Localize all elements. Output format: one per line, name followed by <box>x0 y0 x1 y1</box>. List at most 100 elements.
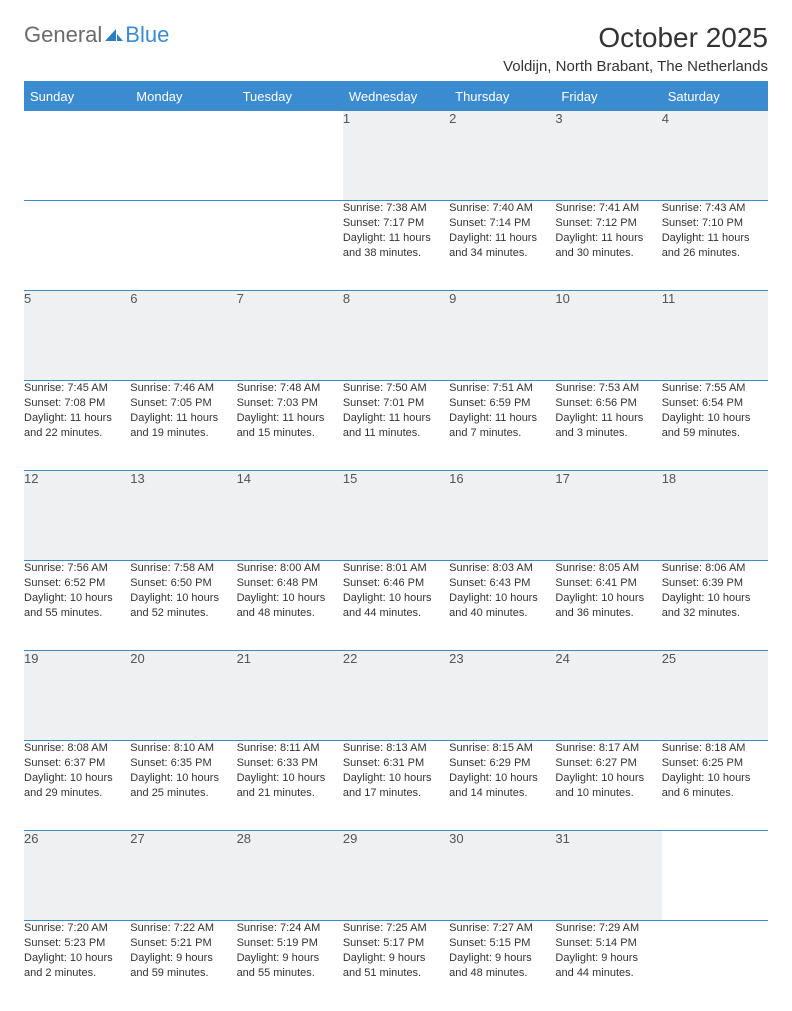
day-number-cell: 4 <box>662 111 768 201</box>
daylight-line-1: Daylight: 11 hours <box>555 411 661 426</box>
header: General Blue October 2025 Voldijn, North… <box>24 22 768 75</box>
info-row: Sunrise: 7:20 AMSunset: 5:23 PMDaylight:… <box>24 921 768 1011</box>
sunset-line: Sunset: 6:56 PM <box>555 396 661 411</box>
daylight-line-1: Daylight: 10 hours <box>555 591 661 606</box>
weekday-header: Monday <box>130 82 236 111</box>
day-info-cell <box>662 921 768 1011</box>
daylight-line-1: Daylight: 10 hours <box>343 591 449 606</box>
day-number-cell: 13 <box>130 471 236 561</box>
daylight-line-1: Daylight: 10 hours <box>555 771 661 786</box>
sunset-line: Sunset: 7:03 PM <box>237 396 343 411</box>
daynum-row: 262728293031 <box>24 831 768 921</box>
day-number-cell: 20 <box>130 651 236 741</box>
day-number-cell: 25 <box>662 651 768 741</box>
daynum-row: 1234 <box>24 111 768 201</box>
sunset-line: Sunset: 6:50 PM <box>130 576 236 591</box>
daylight-line-2: and 44 minutes. <box>343 606 449 621</box>
daylight-line-1: Daylight: 10 hours <box>449 591 555 606</box>
sunset-line: Sunset: 6:27 PM <box>555 756 661 771</box>
sunset-line: Sunset: 6:29 PM <box>449 756 555 771</box>
day-number-cell: 22 <box>343 651 449 741</box>
day-info-cell: Sunrise: 8:00 AMSunset: 6:48 PMDaylight:… <box>237 561 343 651</box>
sunrise-line: Sunrise: 8:05 AM <box>555 561 661 576</box>
day-number-cell: 23 <box>449 651 555 741</box>
weekday-header: Sunday <box>24 82 130 111</box>
day-number-cell <box>237 111 343 201</box>
daylight-line-1: Daylight: 10 hours <box>237 771 343 786</box>
info-row: Sunrise: 7:56 AMSunset: 6:52 PMDaylight:… <box>24 561 768 651</box>
sunrise-line: Sunrise: 7:50 AM <box>343 381 449 396</box>
sunset-line: Sunset: 6:33 PM <box>237 756 343 771</box>
daylight-line-2: and 44 minutes. <box>555 966 661 981</box>
page: General Blue October 2025 Voldijn, North… <box>0 0 792 1011</box>
sunrise-line: Sunrise: 7:55 AM <box>662 381 768 396</box>
sunrise-line: Sunrise: 7:48 AM <box>237 381 343 396</box>
daylight-line-1: Daylight: 9 hours <box>449 951 555 966</box>
day-number-cell: 28 <box>237 831 343 921</box>
day-number-cell: 16 <box>449 471 555 561</box>
sunrise-line: Sunrise: 8:08 AM <box>24 741 130 756</box>
sunset-line: Sunset: 5:15 PM <box>449 936 555 951</box>
day-info-cell: Sunrise: 7:53 AMSunset: 6:56 PMDaylight:… <box>555 381 661 471</box>
day-number-cell: 5 <box>24 291 130 381</box>
day-info-cell: Sunrise: 7:58 AMSunset: 6:50 PMDaylight:… <box>130 561 236 651</box>
day-info-cell: Sunrise: 7:24 AMSunset: 5:19 PMDaylight:… <box>237 921 343 1011</box>
daylight-line-1: Daylight: 10 hours <box>130 591 236 606</box>
sunrise-line: Sunrise: 7:40 AM <box>449 201 555 216</box>
sunrise-line: Sunrise: 7:43 AM <box>662 201 768 216</box>
day-number-cell <box>662 831 768 921</box>
sunset-line: Sunset: 6:48 PM <box>237 576 343 591</box>
daylight-line-2: and 19 minutes. <box>130 426 236 441</box>
day-number-cell: 21 <box>237 651 343 741</box>
sunset-line: Sunset: 6:35 PM <box>130 756 236 771</box>
info-row: Sunrise: 7:45 AMSunset: 7:08 PMDaylight:… <box>24 381 768 471</box>
day-number-cell: 27 <box>130 831 236 921</box>
sunset-line: Sunset: 7:10 PM <box>662 216 768 231</box>
daylight-line-2: and 10 minutes. <box>555 786 661 801</box>
daylight-line-2: and 22 minutes. <box>24 426 130 441</box>
day-info-cell: Sunrise: 8:17 AMSunset: 6:27 PMDaylight:… <box>555 741 661 831</box>
sunrise-line: Sunrise: 7:20 AM <box>24 921 130 936</box>
daylight-line-1: Daylight: 11 hours <box>449 411 555 426</box>
day-info-cell <box>237 201 343 291</box>
sunset-line: Sunset: 6:52 PM <box>24 576 130 591</box>
weekday-header: Wednesday <box>343 82 449 111</box>
sunrise-line: Sunrise: 7:58 AM <box>130 561 236 576</box>
daylight-line-1: Daylight: 10 hours <box>343 771 449 786</box>
daylight-line-1: Daylight: 10 hours <box>662 591 768 606</box>
info-row: Sunrise: 8:08 AMSunset: 6:37 PMDaylight:… <box>24 741 768 831</box>
daylight-line-1: Daylight: 11 hours <box>130 411 236 426</box>
calendar-head: Sunday Monday Tuesday Wednesday Thursday… <box>24 82 768 111</box>
sunrise-line: Sunrise: 7:24 AM <box>237 921 343 936</box>
day-info-cell <box>130 201 236 291</box>
sunrise-line: Sunrise: 8:00 AM <box>237 561 343 576</box>
sunset-line: Sunset: 6:25 PM <box>662 756 768 771</box>
daylight-line-2: and 51 minutes. <box>343 966 449 981</box>
daylight-line-2: and 3 minutes. <box>555 426 661 441</box>
sunrise-line: Sunrise: 7:51 AM <box>449 381 555 396</box>
day-number-cell: 19 <box>24 651 130 741</box>
day-number-cell: 24 <box>555 651 661 741</box>
sunrise-line: Sunrise: 7:45 AM <box>24 381 130 396</box>
daylight-line-2: and 11 minutes. <box>343 426 449 441</box>
daylight-line-2: and 55 minutes. <box>24 606 130 621</box>
daynum-row: 12131415161718 <box>24 471 768 561</box>
daylight-line-1: Daylight: 10 hours <box>24 591 130 606</box>
logo: General Blue <box>24 22 169 48</box>
daynum-row: 19202122232425 <box>24 651 768 741</box>
daylight-line-2: and 40 minutes. <box>449 606 555 621</box>
day-number-cell: 31 <box>555 831 661 921</box>
weekday-header: Friday <box>555 82 661 111</box>
calendar-body: 1234Sunrise: 7:38 AMSunset: 7:17 PMDayli… <box>24 111 768 1011</box>
location: Voldijn, North Brabant, The Netherlands <box>503 58 768 75</box>
daylight-line-2: and 48 minutes. <box>449 966 555 981</box>
day-info-cell: Sunrise: 7:40 AMSunset: 7:14 PMDaylight:… <box>449 201 555 291</box>
daylight-line-2: and 15 minutes. <box>237 426 343 441</box>
sunset-line: Sunset: 7:08 PM <box>24 396 130 411</box>
calendar-table: Sunday Monday Tuesday Wednesday Thursday… <box>24 81 768 1011</box>
sunset-line: Sunset: 6:41 PM <box>555 576 661 591</box>
sunrise-line: Sunrise: 8:15 AM <box>449 741 555 756</box>
day-number-cell: 3 <box>555 111 661 201</box>
logo-text-blue: Blue <box>125 22 169 47</box>
daylight-line-2: and 7 minutes. <box>449 426 555 441</box>
